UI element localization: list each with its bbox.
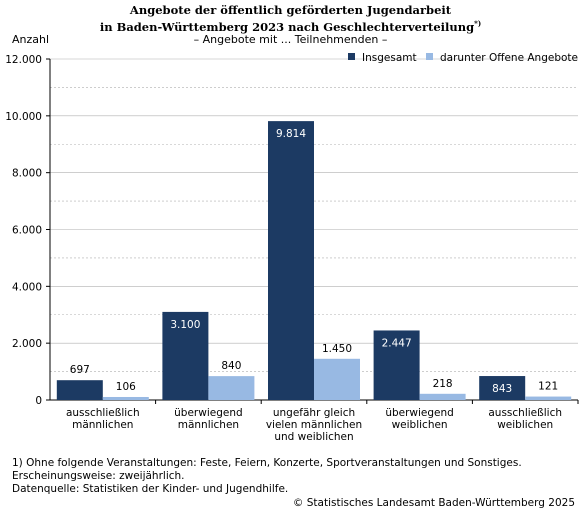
- x-category-label: weiblichen: [497, 419, 553, 431]
- data-label: 106: [116, 381, 136, 393]
- bar-insgesamt: [479, 376, 526, 400]
- bar-offene-angebote: [525, 396, 572, 400]
- y-tick-label: 10.000: [5, 111, 42, 123]
- data-label: 121: [538, 381, 558, 393]
- y-tick-label: 8.000: [12, 168, 42, 180]
- x-category-label: überwiegend: [174, 407, 243, 419]
- legend-label-insgesamt: Insgesamt: [362, 52, 417, 64]
- bar-offene-angebote: [208, 376, 255, 400]
- legend-swatch-offene-angebote: [426, 53, 433, 60]
- footnote-2: Erscheinungsweise: zweijährlich.: [12, 470, 185, 482]
- data-label: 218: [433, 378, 453, 390]
- bar-offene-angebote: [102, 396, 149, 400]
- title-line-2: in Baden-Württemberg 2023 nach Geschlech…: [99, 19, 475, 34]
- data-label: 840: [221, 360, 241, 372]
- x-category-label: ungefähr gleich: [273, 407, 355, 419]
- data-label: 1.450: [322, 343, 352, 355]
- x-category-label: ausschließlich: [66, 407, 140, 419]
- x-category-label: ausschließlich: [488, 407, 562, 419]
- y-tick-label: 6.000: [12, 225, 42, 237]
- data-label: 843: [492, 383, 512, 395]
- data-label: 697: [70, 364, 90, 376]
- title-line-1: Angebote der öffentlich geförderten Juge…: [129, 3, 452, 17]
- chart-subtitle: – Angebote mit ... Teilnehmenden –: [193, 33, 388, 46]
- bar-insgesamt: [268, 121, 314, 400]
- x-category-label: weiblichen: [392, 419, 448, 431]
- data-label: 2.447: [382, 337, 412, 349]
- y-tick-label: 0: [35, 395, 42, 407]
- bar-offene-angebote: [419, 393, 466, 400]
- x-category-label: vielen männlichen: [266, 419, 362, 431]
- legend-label-offene-angebote: darunter Offene Angebote: [440, 52, 578, 64]
- y-tick-label: 12.000: [5, 54, 42, 66]
- x-category-label: überwiegend: [385, 407, 454, 419]
- x-category-label: männlichen: [72, 419, 133, 431]
- data-label: 9.814: [276, 128, 306, 140]
- legend-swatch-insgesamt: [348, 53, 355, 60]
- bar-insgesamt: [162, 311, 209, 400]
- y-tick-label: 4.000: [12, 281, 42, 293]
- bar-insgesamt: [373, 330, 420, 400]
- y-tick-label: 2.000: [12, 338, 42, 350]
- data-label: 3.100: [170, 319, 200, 331]
- chart-title: Angebote der öffentlich geförderten Juge…: [0, 3, 581, 34]
- x-category-label: männlichen: [178, 419, 239, 431]
- title-footnote-marker: *): [474, 19, 482, 28]
- y-axis-unit-label: Anzahl: [12, 33, 50, 46]
- x-category-label: und weiblichen: [274, 431, 353, 443]
- copyright: © Statistisches Landesamt Baden-Württemb…: [292, 497, 575, 509]
- bar-insgesamt: [56, 380, 103, 400]
- footnote-3: Datenquelle: Statistiken der Kinder- und…: [12, 483, 289, 495]
- bar-offene-angebote: [314, 358, 360, 400]
- footnote-1: 1) Ohne folgende Veranstaltungen: Feste,…: [12, 457, 522, 469]
